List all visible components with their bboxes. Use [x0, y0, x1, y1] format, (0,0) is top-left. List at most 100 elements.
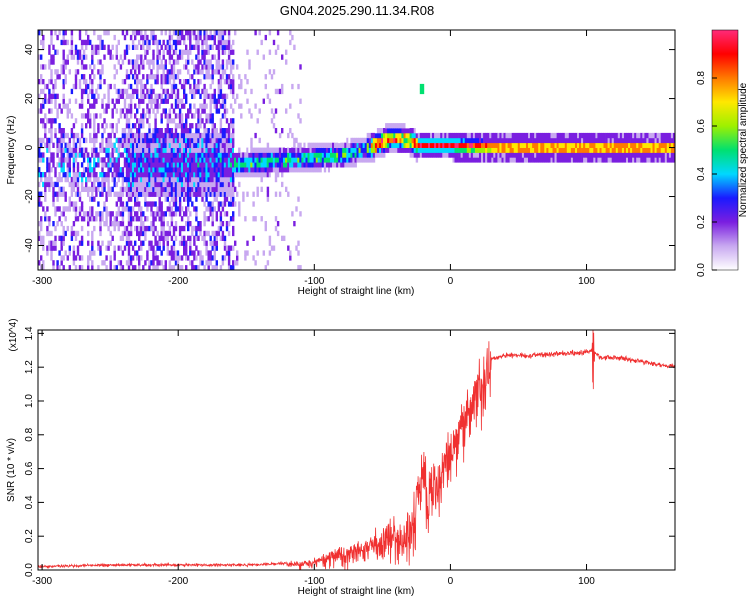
spectrogram-cell: [178, 225, 182, 232]
spectrogram-cell: [203, 88, 206, 95]
spectrogram-cell: [246, 98, 249, 104]
spectrogram-cell: [238, 152, 241, 158]
spectrogram-cell: [170, 83, 174, 90]
spectrogram-cell: [148, 225, 151, 232]
spectrogram-cell: [93, 167, 96, 173]
spectrogram-cell: [178, 191, 182, 197]
spectrogram-cell: [158, 181, 161, 188]
spectrogram-cell: [123, 103, 127, 109]
spectrogram-cell: [180, 113, 184, 119]
spectrogram-cell: [134, 240, 137, 246]
spectrogram-cell: [227, 142, 231, 148]
spectrogram-cell: [97, 83, 100, 90]
spectrogram-cell: [78, 142, 82, 148]
spectrogram-cell: [325, 142, 329, 148]
spectrogram-cell: [162, 216, 165, 222]
spectrogram-cell: [195, 225, 198, 232]
spectrogram-cell: [479, 142, 482, 148]
spectrogram-cell: [170, 176, 174, 183]
spectrogram-cell: [213, 206, 216, 212]
spectrogram-cell: [64, 176, 67, 183]
spectrogram-cell: [307, 152, 310, 158]
spectrogram-cell: [438, 132, 441, 139]
spectrogram-cell: [62, 162, 65, 168]
spectrogram-cell: [68, 162, 71, 168]
spectrogram-cell: [217, 59, 221, 65]
spectrogram-cell: [209, 157, 212, 163]
spectrogram-cell: [168, 211, 172, 217]
spectrogram-cell: [213, 167, 216, 173]
spectrogram-cell: [170, 69, 174, 75]
spectrogram-cell: [166, 49, 169, 55]
spectrogram-cell: [628, 147, 631, 153]
spectrogram-cell: [232, 123, 235, 129]
spectrogram-cell: [223, 157, 227, 163]
spectrogram-cell: [223, 98, 227, 104]
spectrogram-cell: [111, 211, 114, 217]
spectrogram-cell: [140, 118, 143, 124]
spectrogram-cell: [150, 147, 153, 153]
spectrogram-cell: [193, 186, 196, 192]
spectrogram-cell: [107, 103, 110, 109]
spectrogram-cell: [229, 162, 233, 168]
spectrogram-cell: [583, 132, 586, 139]
spectrogram-cell: [148, 162, 151, 168]
spectrogram-cell: [479, 152, 482, 158]
spectrogram-cell: [211, 142, 214, 148]
spectrogram-cell: [566, 157, 570, 163]
spectrogram-cell: [601, 147, 604, 153]
spectrogram-cell: [142, 132, 145, 139]
spectrogram-cell: [68, 201, 71, 207]
spectrogram-cell: [205, 196, 208, 202]
spectrogram-cell: [129, 196, 133, 202]
spectrogram-cell: [254, 172, 257, 178]
spectrogram-cell: [158, 186, 161, 192]
spectrogram-cell: [127, 123, 131, 129]
spectrogram-cell: [619, 137, 623, 144]
spectrogram-cell: [180, 118, 184, 124]
spectrogram-cell: [91, 260, 94, 266]
spectrogram-cell: [66, 255, 69, 261]
snr-ytick-label: 0.8: [24, 427, 35, 441]
spectrogram-cell: [152, 181, 155, 188]
spectrogram-cell: [140, 176, 143, 183]
spectrogram-cell: [58, 147, 61, 153]
spectrogram-cell: [523, 142, 527, 148]
spectrogram-cell: [252, 157, 255, 163]
spectrogram-cell: [323, 167, 327, 173]
spectrogram-cell: [152, 162, 155, 168]
spectrogram-cell: [85, 167, 88, 173]
spectrogram-ytick-label: -40: [24, 238, 35, 253]
spectrogram-cell: [262, 54, 265, 60]
spectrogram-cell: [95, 211, 98, 217]
spectrogram-cell: [534, 157, 537, 163]
spectrogram-cell: [197, 108, 200, 114]
spectrogram-cell: [662, 147, 666, 153]
spectrogram-cell: [154, 34, 157, 41]
spectrogram-cell: [346, 147, 349, 153]
spectrogram-cell: [391, 137, 394, 144]
spectrogram-cell: [223, 240, 227, 246]
spectrogram-cell: [448, 132, 451, 139]
spectrogram-cell: [105, 103, 108, 109]
spectrogram-cell: [211, 147, 214, 153]
spectrogram-cell: [48, 93, 51, 99]
spectrogram-cell: [232, 172, 235, 178]
spectrogram-cell: [44, 98, 47, 104]
spectrogram-cell: [195, 147, 198, 153]
spectrogram-cell: [85, 39, 88, 46]
spectrogram-cell: [344, 157, 347, 163]
spectrogram-cell: [170, 157, 174, 163]
spectrogram-cell: [258, 147, 261, 153]
spectrogram-cell: [109, 255, 112, 261]
spectrogram-cell: [113, 103, 116, 109]
spectrogram-cell: [68, 196, 71, 202]
spectrogram-cell: [183, 181, 186, 188]
spectrogram-cell: [211, 167, 214, 173]
spectrogram-cell: [240, 152, 243, 158]
spectrogram-cell: [225, 59, 229, 65]
spectrogram-cell: [393, 128, 396, 134]
spectrogram-cell: [617, 137, 621, 144]
spectrogram-cell: [591, 152, 594, 158]
spectrogram-cell: [483, 152, 486, 158]
